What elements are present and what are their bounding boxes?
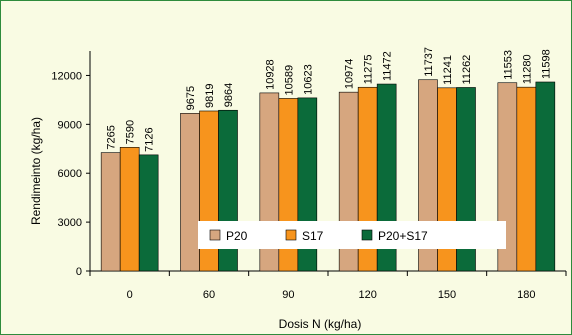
x-tick-label: 180	[517, 289, 535, 301]
data-label: 10928	[264, 59, 276, 90]
legend-box	[198, 221, 506, 249]
y-tick-label: 12000	[51, 70, 82, 82]
y-tick-label: 0	[76, 266, 82, 278]
x-tick-label: 120	[358, 289, 376, 301]
bar	[535, 81, 556, 272]
y-axis-title: Rendimeinto (kg/ha)	[29, 117, 43, 225]
legend-label: S17	[302, 229, 324, 243]
x-tick-label: 90	[282, 289, 294, 301]
data-label: 10623	[302, 64, 314, 95]
bar	[516, 86, 537, 272]
x-tick-label: 60	[203, 289, 215, 301]
data-label: 11275	[363, 54, 375, 84]
data-label: 11553	[502, 50, 514, 80]
data-label: 11472	[382, 51, 394, 81]
bar	[180, 113, 200, 272]
data-label: 7590	[125, 120, 137, 144]
data-label: 7126	[144, 127, 156, 151]
bar	[100, 152, 121, 272]
legend-label: P20+S17	[378, 229, 428, 243]
data-label: 11737	[423, 47, 435, 77]
legend-swatch	[361, 229, 373, 241]
data-label: 10589	[283, 65, 295, 96]
data-labels: 7265 7590 7126 9675 9819 9864 10928 10589 10623 1…	[106, 47, 553, 152]
x-tick-label: 150	[438, 289, 456, 301]
data-label: 11280	[521, 54, 533, 84]
x-tick-label: 0	[127, 289, 133, 301]
data-label: 11598	[540, 49, 552, 79]
y-tick-label: 3000	[58, 217, 82, 229]
data-label: 7265	[106, 125, 118, 149]
legend: P20 S17 P20+S17	[198, 221, 506, 249]
axes: 0 3000 6000 9000 12000 0 60 90 120 150 180	[51, 51, 567, 301]
legend-swatch	[209, 229, 221, 241]
x-axis-title: Dosis N (kg/ha)	[279, 317, 362, 331]
bar	[138, 154, 159, 272]
y-tick-label: 6000	[58, 168, 82, 180]
legend-swatch	[285, 229, 297, 241]
data-label: 11241	[442, 55, 454, 85]
data-label: 9864	[223, 83, 235, 107]
data-label: 9819	[204, 84, 216, 108]
data-label: 10974	[344, 59, 356, 90]
data-label: 9675	[185, 86, 197, 110]
data-label: 11262	[461, 55, 473, 85]
y-tick-label: 9000	[58, 119, 82, 131]
bar	[119, 147, 140, 272]
legend-label: P20	[226, 229, 248, 243]
